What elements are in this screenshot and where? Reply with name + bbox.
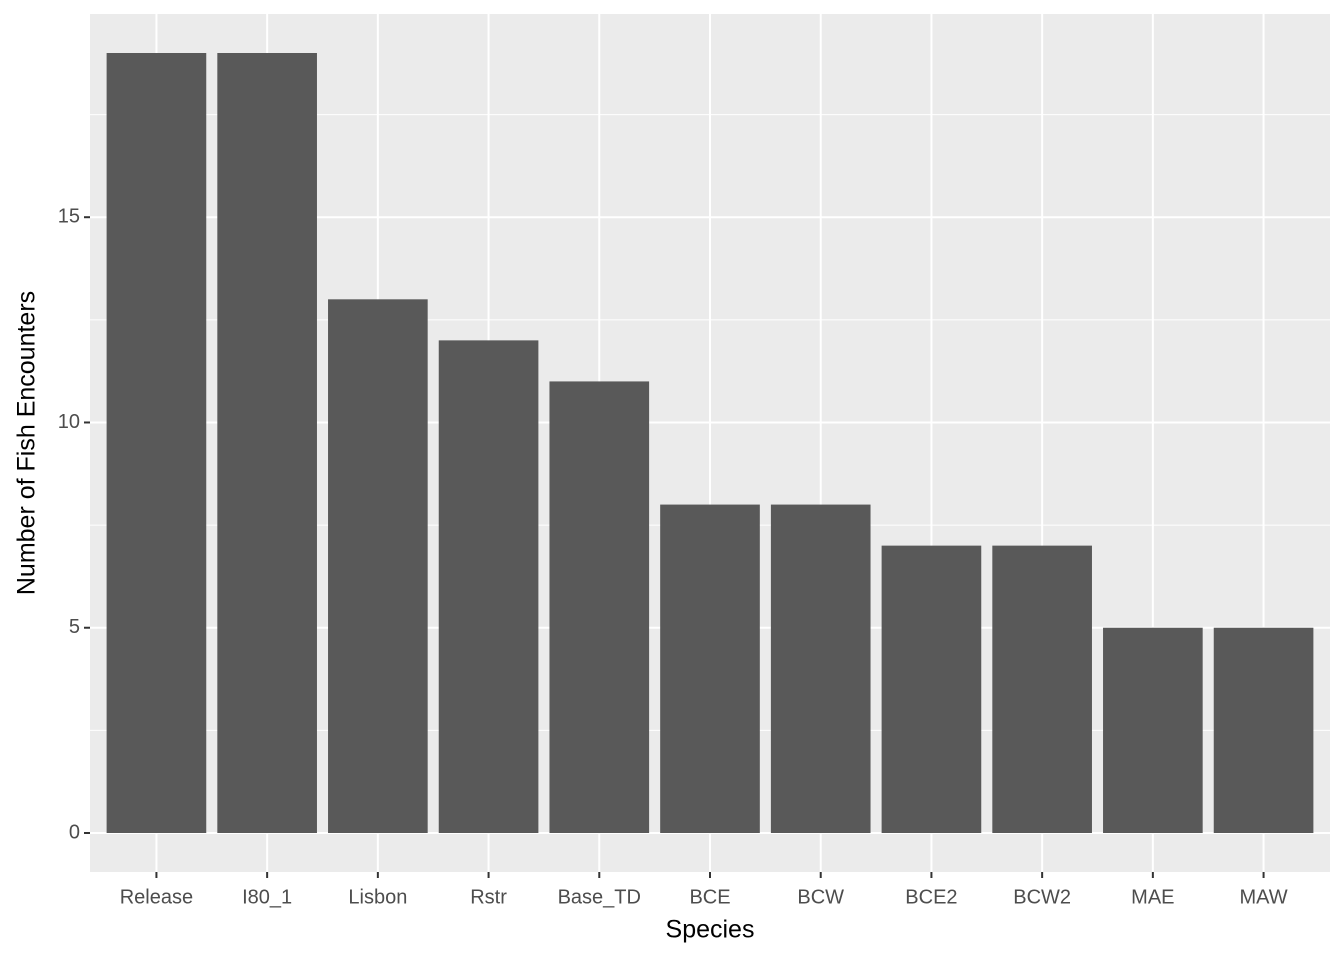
bar <box>328 299 428 833</box>
x-tick-label: I80_1 <box>242 886 292 908</box>
y-tick-label: 0 <box>69 821 80 843</box>
x-tick-label: BCE2 <box>905 886 957 908</box>
x-tick-label: Base_TD <box>558 886 641 908</box>
bar <box>770 504 871 833</box>
y-axis-title: Number of Fish Encounters <box>13 291 41 595</box>
bar <box>217 53 317 833</box>
x-tick-label: Release <box>120 886 193 908</box>
y-tick-label: 10 <box>58 411 80 433</box>
x-tick-label: Lisbon <box>348 886 407 908</box>
bar <box>438 340 539 833</box>
y-tick-label: 15 <box>58 205 80 227</box>
bar <box>660 504 760 833</box>
x-tick-label: MAE <box>1131 886 1174 908</box>
bar <box>881 545 982 833</box>
x-tick-label: MAW <box>1240 886 1288 908</box>
bar <box>992 545 1092 833</box>
bar <box>1103 627 1203 833</box>
x-tick-label: BCW <box>797 886 844 908</box>
x-tick-label: Rstr <box>470 886 507 908</box>
bar <box>1213 627 1314 833</box>
bar <box>106 53 207 833</box>
x-tick-label: BCE <box>689 886 730 908</box>
x-tick-label: BCW2 <box>1013 886 1071 908</box>
x-axis-title: Species <box>666 916 755 944</box>
y-tick-label: 5 <box>69 616 80 638</box>
bar <box>549 381 650 833</box>
